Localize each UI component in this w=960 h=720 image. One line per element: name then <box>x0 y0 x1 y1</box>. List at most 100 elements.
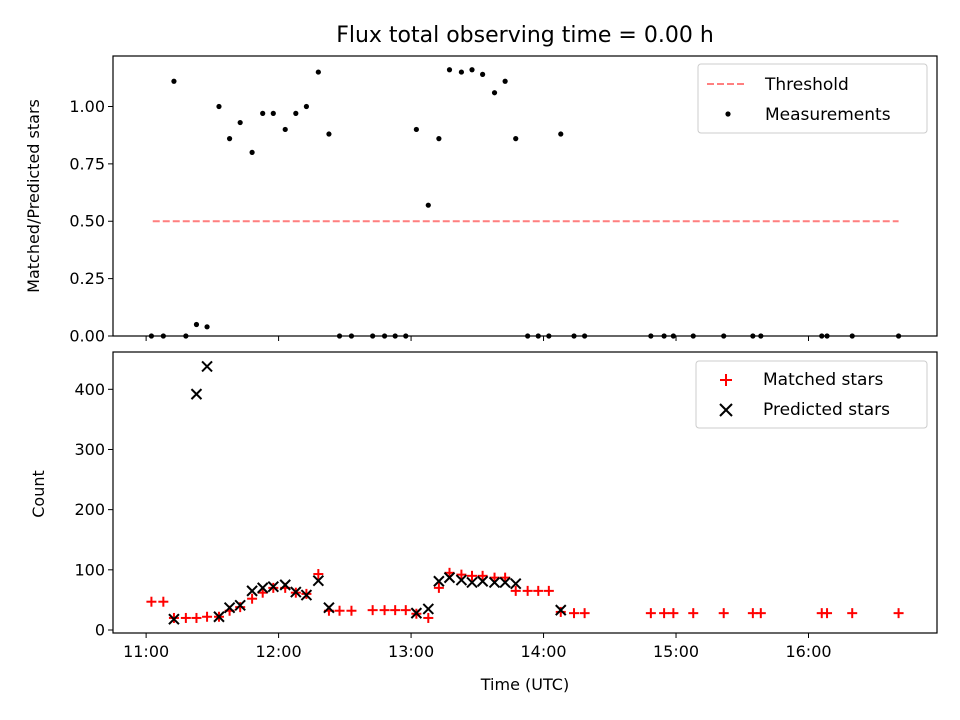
bottom-y-tick-label: 300 <box>74 440 105 459</box>
predicted-star-point <box>246 585 258 597</box>
measurement-point <box>469 67 475 73</box>
predicted-star-point <box>256 582 269 594</box>
matched-star-point <box>847 608 858 619</box>
matched-star-point <box>146 596 157 607</box>
bottom-legend: Matched stars Predicted stars <box>695 360 928 429</box>
measurement-point <box>303 103 310 110</box>
x-tick-label: 12:00 <box>256 642 302 661</box>
matched-star-point <box>379 605 390 616</box>
matched-star-point <box>390 605 401 616</box>
top-axes-frame <box>112 55 938 337</box>
matched-star-point <box>668 608 679 619</box>
matched-star-point <box>718 608 729 619</box>
measurement-point <box>436 136 442 142</box>
x-tick-label: 11:00 <box>123 642 169 661</box>
predicted-star-point <box>213 611 225 623</box>
bottom-y-axis-label: Count <box>29 470 48 518</box>
bottom-legend-box <box>695 360 928 429</box>
predicted-star-point <box>300 589 313 601</box>
predicted-star-point <box>410 607 423 619</box>
measurement-point <box>237 119 243 126</box>
top-y-axis-label: Matched/Predicted stars <box>24 99 43 293</box>
matched-star-point <box>522 585 533 596</box>
measurement-point <box>502 78 508 84</box>
measurement-point <box>226 136 233 142</box>
x-tick-label: 16:00 <box>785 642 831 661</box>
matched-star-point <box>500 572 511 583</box>
predicted-star-point <box>476 575 489 587</box>
matched-star-point <box>346 605 357 616</box>
predicted-star-point <box>312 574 325 587</box>
matched-star-point <box>533 585 544 596</box>
predicted-star-point <box>422 603 434 615</box>
matched-star-point <box>247 593 258 604</box>
top-legend: Threshold Measurements <box>697 63 928 134</box>
matched-star-point <box>555 606 566 617</box>
matched-star-point <box>400 605 411 616</box>
matched-star-point <box>688 608 699 619</box>
measurement-point <box>513 136 519 142</box>
matched-star-point <box>191 612 202 623</box>
matched-star-point <box>822 608 833 619</box>
predicted-star-point <box>499 576 511 589</box>
x-tick-label: 15:00 <box>653 642 699 661</box>
legend-threshold-label: Threshold <box>764 75 849 95</box>
matched-star-point <box>543 585 554 596</box>
matched-star-point <box>456 569 467 580</box>
matched-star-point <box>334 605 345 616</box>
matched-star-point <box>659 608 670 619</box>
matched-star-point <box>755 608 766 619</box>
matched-star-point <box>489 572 500 583</box>
matched-star-point <box>477 570 488 581</box>
measurement-point <box>270 110 276 116</box>
legend-matched-label: Matched stars <box>763 370 883 390</box>
bottom-y-tick-label: 100 <box>74 560 105 579</box>
matched-star-point <box>202 611 213 622</box>
x-axis-label: Time (UTC) <box>480 675 569 694</box>
matched-star-point <box>423 612 434 623</box>
matched-star-point <box>158 596 169 607</box>
measurement-point <box>458 69 465 75</box>
top-y-tick-label: 1.00 <box>69 97 105 116</box>
bottom-plot-area <box>146 360 904 625</box>
measurement-point <box>446 67 453 73</box>
predicted-star-point <box>168 613 180 625</box>
predicted-star-point <box>555 604 567 616</box>
legend-predicted-label: Predicted stars <box>763 400 890 420</box>
measurement-point <box>326 131 332 137</box>
predicted-star-point <box>510 577 522 590</box>
top-y-tick-label: 0.75 <box>69 154 105 173</box>
measurement-point <box>491 90 498 96</box>
top-y-tick-label: 0.00 <box>69 327 105 346</box>
top-y-tick-label: 0.50 <box>69 212 105 231</box>
bottom-panel: 0 100 200 300 400 11:00 12:00 13:00 14:00 15:00 16… <box>29 351 938 694</box>
predicted-star-point <box>433 575 445 587</box>
predicted-star-point <box>323 602 335 614</box>
bottom-ticks: 0 100 200 300 400 11:00 12:00 13:00 14:00 15:00 16… <box>74 380 831 661</box>
matched-star-point <box>444 567 455 578</box>
matched-star-point <box>579 608 590 619</box>
bottom-y-tick-label: 0 <box>95 620 105 639</box>
measurement-point <box>260 110 266 116</box>
predicted-star-point <box>234 599 246 612</box>
matched-star-point <box>235 602 246 613</box>
predicted-star-point <box>290 586 302 598</box>
measurement-point <box>282 126 288 133</box>
top-legend-box <box>697 63 928 134</box>
measurement-point <box>413 126 419 133</box>
matched-star-point <box>467 570 478 581</box>
measurement-point <box>480 71 486 77</box>
measurement-point <box>204 324 210 330</box>
x-tick-label: 14:00 <box>520 642 566 661</box>
predicted-star-point <box>267 580 280 593</box>
matched-star-point <box>569 608 580 619</box>
bottom-y-tick-label: 200 <box>74 500 105 519</box>
bottom-axes-frame <box>112 351 938 634</box>
predicted-star-point <box>279 579 291 591</box>
measurement-point <box>171 78 177 84</box>
top-panel: 0.00 0.25 0.50 0.75 1.00 Matched/Predicted s… <box>24 55 938 346</box>
matched-star-point <box>893 608 904 619</box>
predicted-star-point <box>488 576 501 589</box>
measurement-point <box>425 202 431 208</box>
